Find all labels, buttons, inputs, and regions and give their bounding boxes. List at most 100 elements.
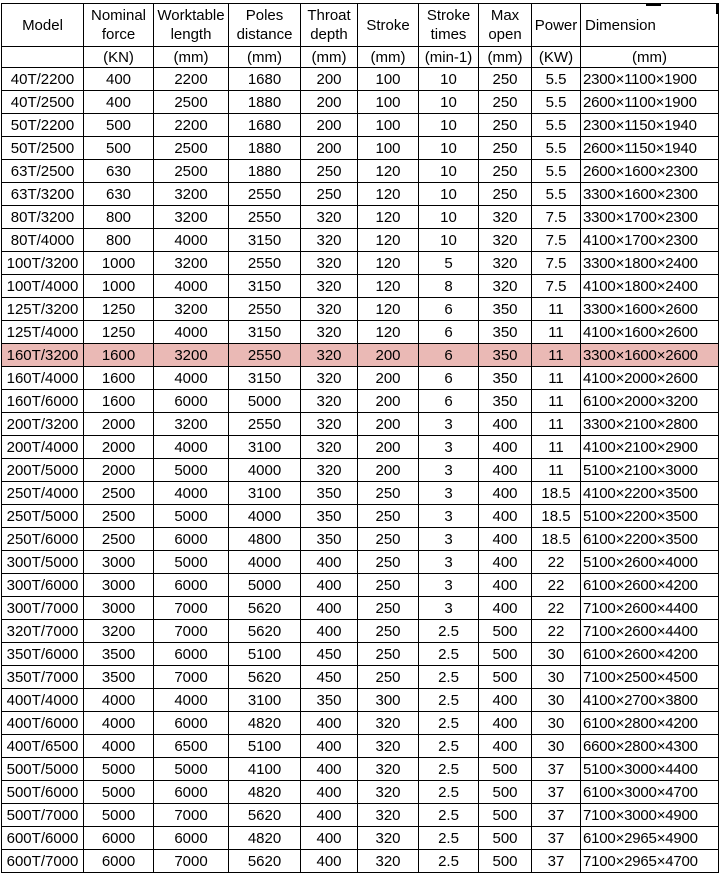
unit-power: (KW)	[531, 46, 581, 68]
cell-poles-distance: 5620	[228, 665, 301, 689]
cell-power: 22	[531, 596, 581, 620]
cell-nominal-force: 630	[83, 159, 154, 183]
cell-model: 160T/4000	[1, 366, 84, 390]
cell-throat-depth: 320	[300, 297, 358, 321]
cell-nominal-force: 3500	[83, 665, 154, 689]
cell-nominal-force: 4000	[83, 711, 154, 735]
cell-stroke-times: 3	[418, 412, 479, 436]
cell-stroke: 250	[357, 504, 419, 528]
table-row: 500T/7000 5000 7000 5620 400 320 2.5 500…	[1, 803, 719, 827]
cell-worktable-length: 3200	[153, 297, 229, 321]
cell-dimension: 4100×2700×3800	[580, 688, 719, 712]
column-header-max-open: Max open	[478, 3, 532, 47]
cell-nominal-force: 3000	[83, 573, 154, 597]
cell-max-open: 400	[478, 711, 532, 735]
cell-poles-distance: 2550	[228, 412, 301, 436]
header-row-units: (KN) (mm) (mm) (mm) (mm) (min-1) (mm) (K…	[1, 46, 719, 68]
cell-worktable-length: 6000	[153, 389, 229, 413]
cell-dimension: 6100×3000×4700	[580, 780, 719, 804]
table-row: 600T/7000 6000 7000 5620 400 320 2.5 500…	[1, 849, 719, 873]
cell-power: 22	[531, 550, 581, 574]
cell-poles-distance: 1880	[228, 159, 301, 183]
cell-throat-depth: 400	[300, 826, 358, 850]
cell-poles-distance: 3100	[228, 481, 301, 505]
cell-stroke: 320	[357, 780, 419, 804]
cell-worktable-length: 7000	[153, 596, 229, 620]
cell-stroke: 200	[357, 389, 419, 413]
cell-power: 5.5	[531, 67, 581, 91]
cell-model: 350T/6000	[1, 642, 84, 666]
cell-worktable-length: 5000	[153, 550, 229, 574]
cell-max-open: 400	[478, 596, 532, 620]
cell-throat-depth: 450	[300, 642, 358, 666]
cell-dimension: 7100×3000×4900	[580, 803, 719, 827]
cell-stroke-times: 6	[418, 366, 479, 390]
scan-artifact-horizontal	[646, 3, 661, 6]
cell-stroke-times: 2.5	[418, 849, 479, 873]
cell-max-open: 400	[478, 734, 532, 758]
cell-max-open: 250	[478, 136, 532, 160]
table-row: 40T/2500 400 2500 1880 200 100 10 250 5.…	[1, 90, 719, 114]
cell-stroke-times: 10	[418, 205, 479, 229]
cell-poles-distance: 3150	[228, 320, 301, 344]
cell-worktable-length: 6000	[153, 711, 229, 735]
cell-nominal-force: 400	[83, 90, 154, 114]
cell-poles-distance: 1680	[228, 67, 301, 91]
table-row: 63T/3200 630 3200 2550 250 120 10 250 5.…	[1, 182, 719, 206]
cell-max-open: 500	[478, 757, 532, 781]
cell-nominal-force: 1600	[83, 343, 154, 367]
cell-power: 7.5	[531, 205, 581, 229]
table-row: 100T/4000 1000 4000 3150 320 120 8 320 7…	[1, 274, 719, 298]
cell-nominal-force: 500	[83, 113, 154, 137]
cell-nominal-force: 2000	[83, 458, 154, 482]
cell-poles-distance: 3100	[228, 688, 301, 712]
cell-stroke: 300	[357, 688, 419, 712]
cell-worktable-length: 3200	[153, 343, 229, 367]
cell-poles-distance: 5000	[228, 389, 301, 413]
cell-max-open: 250	[478, 182, 532, 206]
cell-stroke: 120	[357, 251, 419, 275]
cell-throat-depth: 320	[300, 251, 358, 275]
cell-stroke: 250	[357, 573, 419, 597]
cell-worktable-length: 3200	[153, 182, 229, 206]
cell-max-open: 400	[478, 527, 532, 551]
cell-power: 22	[531, 619, 581, 643]
cell-worktable-length: 3200	[153, 205, 229, 229]
cell-nominal-force: 2000	[83, 435, 154, 459]
cell-worktable-length: 4000	[153, 481, 229, 505]
cell-power: 18.5	[531, 527, 581, 551]
cell-worktable-length: 4000	[153, 435, 229, 459]
cell-throat-depth: 320	[300, 228, 358, 252]
cell-stroke-times: 10	[418, 67, 479, 91]
cell-worktable-length: 7000	[153, 665, 229, 689]
cell-stroke-times: 2.5	[418, 665, 479, 689]
table-row: 160T/3200 1600 3200 2550 320 200 6 350 1…	[1, 343, 719, 367]
cell-model: 100T/3200	[1, 251, 84, 275]
cell-poles-distance: 4820	[228, 780, 301, 804]
table-row: 200T/4000 2000 4000 3100 320 200 3 400 1…	[1, 435, 719, 459]
cell-nominal-force: 2500	[83, 504, 154, 528]
cell-power: 18.5	[531, 504, 581, 528]
cell-worktable-length: 6000	[153, 527, 229, 551]
cell-stroke-times: 3	[418, 481, 479, 505]
cell-max-open: 320	[478, 274, 532, 298]
cell-power: 5.5	[531, 136, 581, 160]
cell-nominal-force: 1600	[83, 366, 154, 390]
cell-nominal-force: 800	[83, 228, 154, 252]
cell-max-open: 400	[478, 481, 532, 505]
cell-model: 63T/2500	[1, 159, 84, 183]
cell-throat-depth: 200	[300, 136, 358, 160]
cell-stroke: 200	[357, 343, 419, 367]
cell-worktable-length: 6000	[153, 780, 229, 804]
cell-model: 160T/3200	[1, 343, 84, 367]
cell-model: 80T/4000	[1, 228, 84, 252]
cell-dimension: 6100×2800×4200	[580, 711, 719, 735]
table-row: 500T/6000 5000 6000 4820 400 320 2.5 500…	[1, 780, 719, 804]
cell-nominal-force: 2500	[83, 481, 154, 505]
cell-stroke: 320	[357, 826, 419, 850]
column-header-dimension: Dimension	[580, 3, 719, 47]
cell-stroke: 250	[357, 481, 419, 505]
cell-max-open: 250	[478, 67, 532, 91]
cell-model: 500T/5000	[1, 757, 84, 781]
cell-worktable-length: 6000	[153, 642, 229, 666]
